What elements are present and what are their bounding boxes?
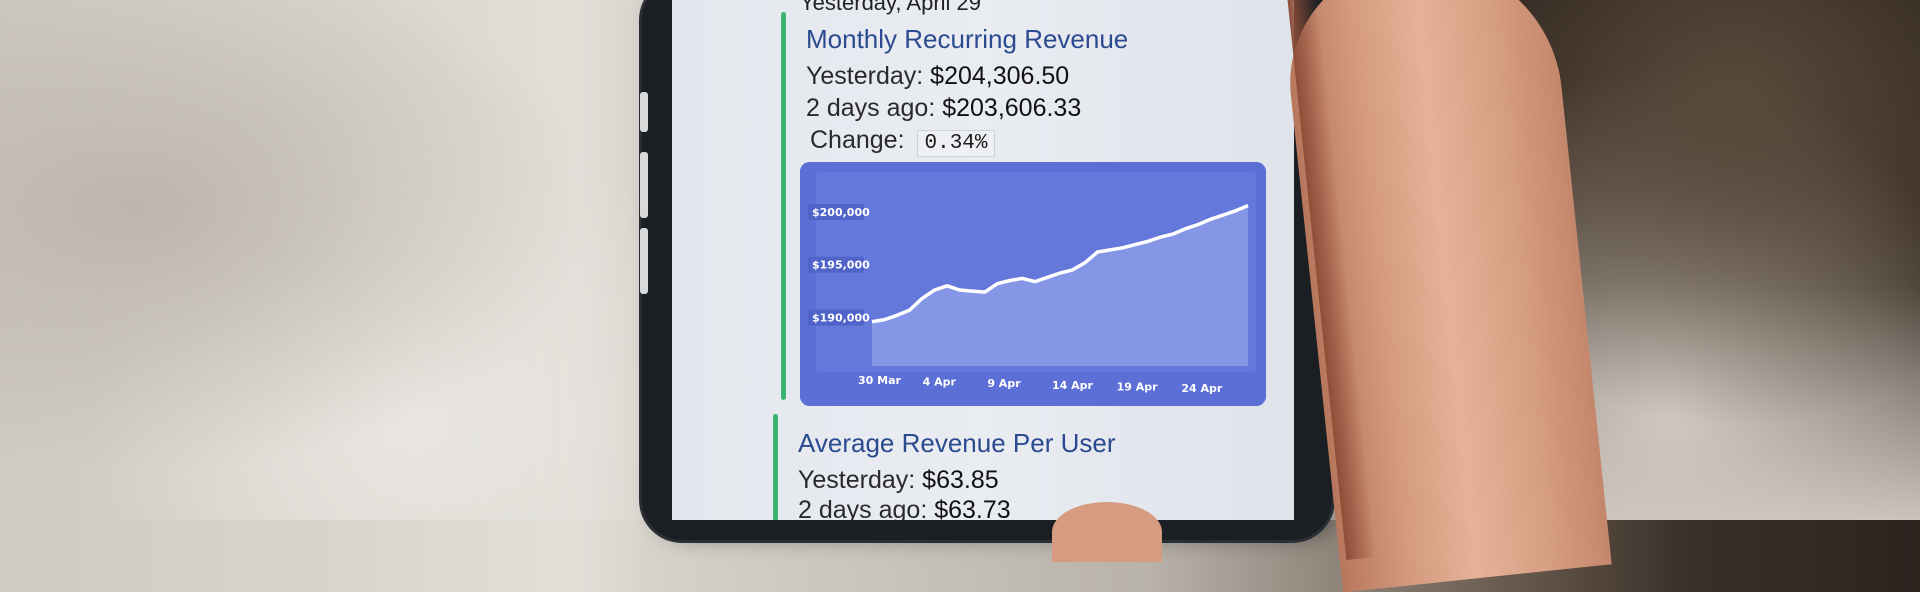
arpu-yesterday-label: Yesterday: <box>798 466 916 494</box>
mrr-area <box>872 205 1248 366</box>
y-tick-label-bg <box>808 309 864 326</box>
card-accent-bar <box>773 414 778 520</box>
mrr-two-days-row: 2 days ago: $203,606.33 <box>806 94 1081 123</box>
phone-side-button <box>640 92 648 132</box>
x-tick-label: 19 Apr <box>1117 380 1159 393</box>
mrr-line <box>871 203 1249 324</box>
mrr-two-days-value: $203,606.33 <box>942 94 1082 122</box>
phone-side-button <box>640 228 648 294</box>
mrr-yesterday-row: Yesterday: $204,306.50 <box>806 62 1069 91</box>
phone-side-button <box>640 152 648 218</box>
finger-tip <box>1052 502 1162 562</box>
arpu-two-days-value: $63.73 <box>934 496 1011 520</box>
y-tick-label-bg <box>808 256 864 273</box>
y-tick-label: $190,000 <box>812 312 870 325</box>
mrr-change-label: Change: <box>810 126 905 154</box>
x-tick-label: 4 Apr <box>923 376 957 389</box>
arpu-two-days-row: 2 days ago: $63.73 <box>798 496 1011 520</box>
phone-screen: Yesterday, April 29 Monthly Recurring Re… <box>672 0 1294 520</box>
mrr-change-row: Change: 0.34% <box>810 126 995 157</box>
y-tick-label: $200,000 <box>812 206 870 219</box>
mrr-two-days-label: 2 days ago: <box>806 94 936 122</box>
date-header: Yesterday, April 29 <box>800 0 982 15</box>
x-tick-label: 24 Apr <box>1181 382 1223 395</box>
arpu-title: Average Revenue Per User <box>798 428 1116 458</box>
mrr-title: Monthly Recurring Revenue <box>806 24 1129 54</box>
y-tick-label-bg <box>808 203 864 220</box>
x-tick-label: 9 Apr <box>987 377 1021 390</box>
mrr-change-value: 0.34% <box>917 130 995 157</box>
mrr-yesterday-label: Yesterday: <box>806 62 924 90</box>
card-accent-bar <box>781 12 786 400</box>
x-tick-label: 14 Apr <box>1052 379 1094 392</box>
mrr-chart: $200,000 $195,000 $190,000 30 Mar 4 Apr 9 Apr… <box>800 162 1266 406</box>
mrr-chart-svg: $200,000 $195,000 $190,000 30 Mar 4 Apr 9 Apr… <box>800 162 1266 406</box>
arpu-yesterday-row: Yesterday: $63.85 <box>798 466 999 495</box>
arpu-yesterday-value: $63.85 <box>922 466 999 494</box>
y-tick-label: $195,000 <box>812 259 870 272</box>
arpu-two-days-label: 2 days ago: <box>798 496 928 520</box>
mrr-yesterday-value: $204,306.50 <box>930 62 1070 90</box>
x-tick-label: 30 Mar <box>858 374 902 387</box>
background-blur-left <box>0 0 680 520</box>
